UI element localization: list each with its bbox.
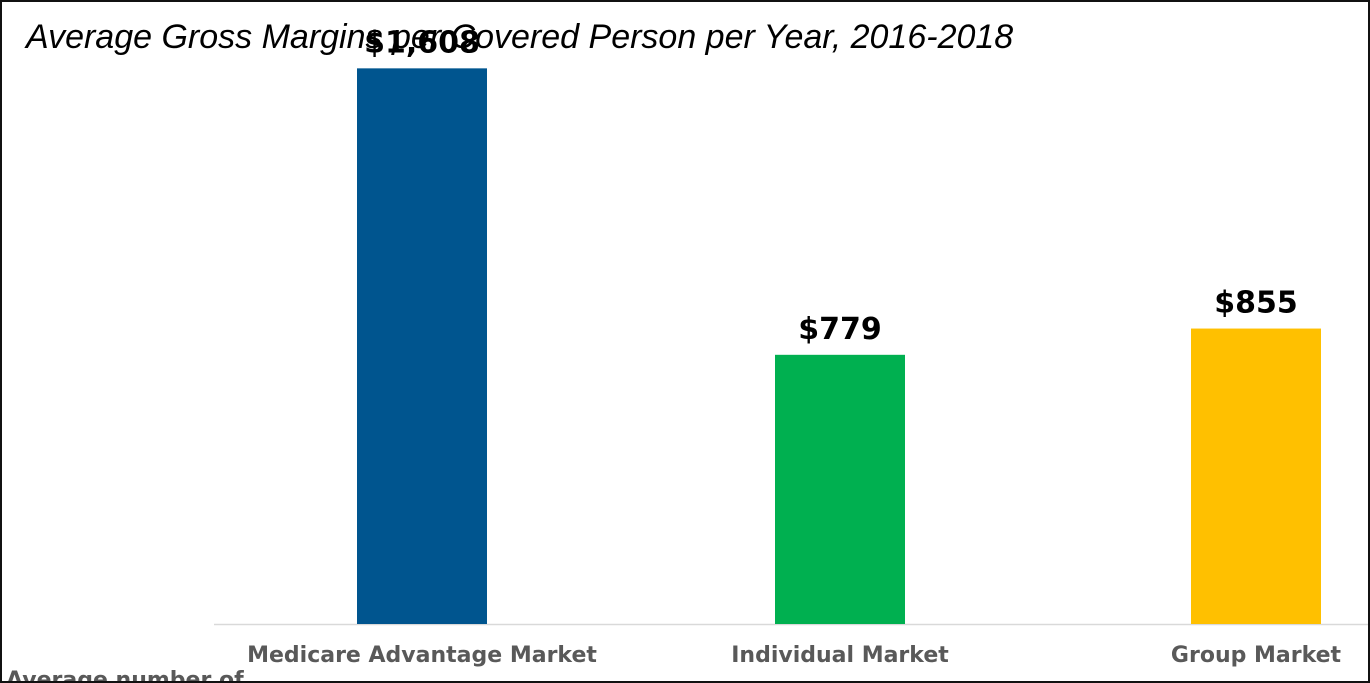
chart-title: Average Gross Margins per Covered Person… [26,18,1014,56]
bar-1 [775,354,905,624]
category-label-1: Individual Market [731,643,949,668]
bar-0 [357,68,487,624]
category-label-0: Medicare Advantage Market [247,643,597,668]
data-label-0: $1,608 [364,25,480,60]
cut-off-caption: Average number of [6,668,244,683]
category-label-2: Group Market [1171,643,1342,668]
bar-2 [1191,328,1321,624]
data-label-2: $855 [1214,286,1298,321]
data-label-1: $779 [798,312,882,347]
